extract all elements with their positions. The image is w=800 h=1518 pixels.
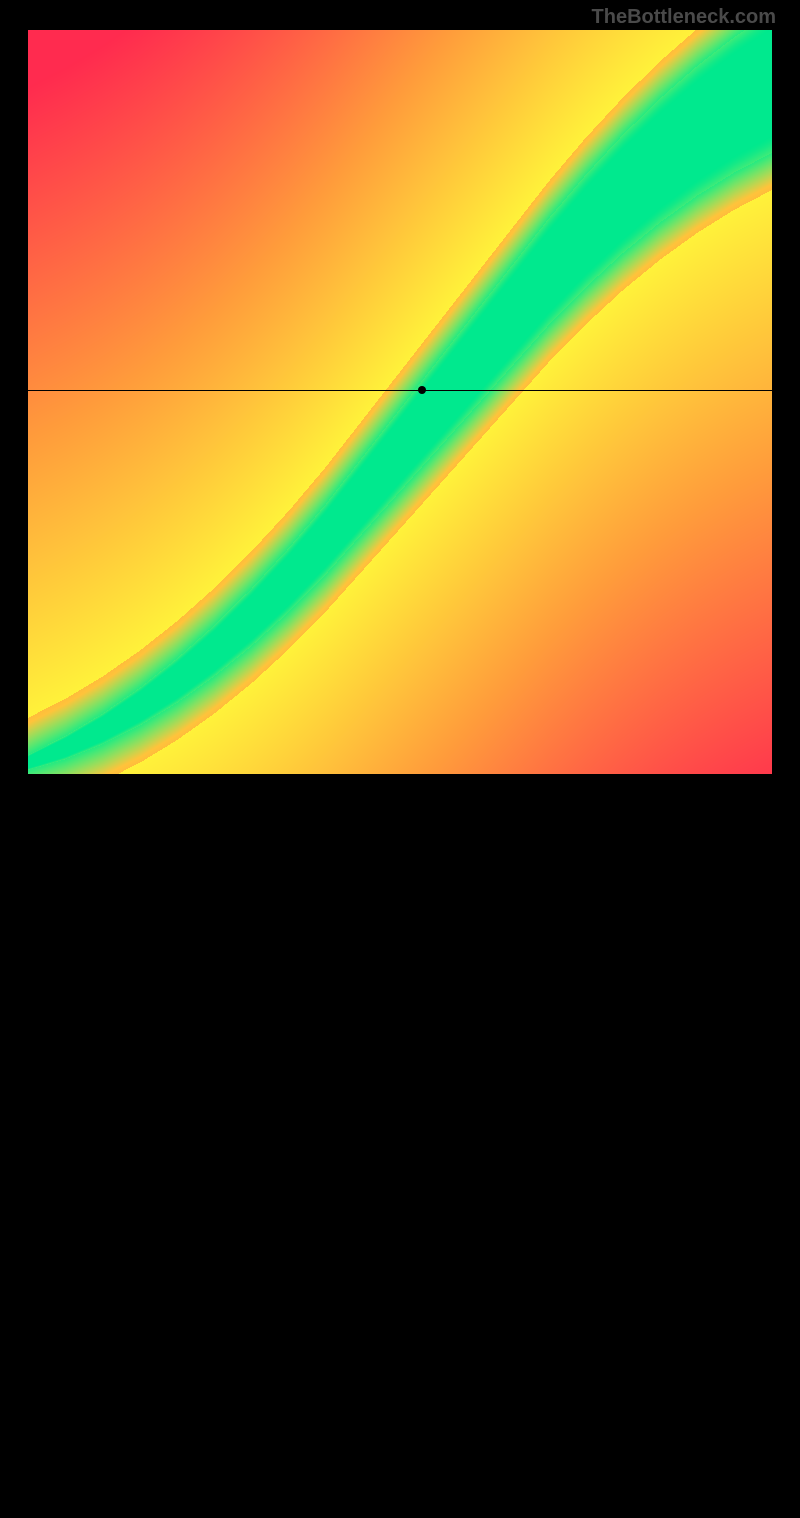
watermark-text: TheBottleneck.com [592,6,776,29]
crosshair-marker-dot [418,386,426,394]
crosshair-horizontal [28,390,772,391]
crosshair-vertical [422,774,423,1518]
heatmap-canvas [28,30,772,774]
bottleneck-heatmap [28,30,772,774]
